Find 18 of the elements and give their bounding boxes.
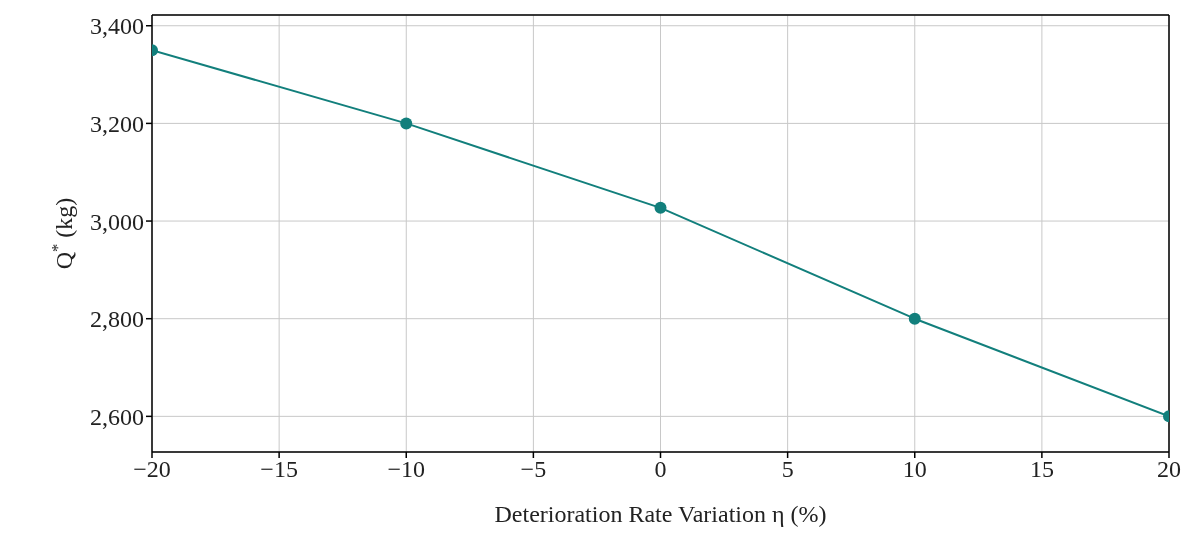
y-tick-label: 2,800: [90, 306, 144, 333]
x-tick-label: −10: [387, 456, 426, 483]
x-axis-title: Deterioration Rate Variation η (%): [494, 501, 827, 527]
y-tick-label: 3,400: [90, 13, 144, 40]
point: [400, 117, 413, 130]
point: [654, 201, 667, 214]
y-tick-label: 3,000: [90, 208, 144, 235]
x-tick-label: −15: [260, 456, 298, 483]
point: [908, 312, 921, 325]
x-tick-label: 0: [654, 456, 667, 483]
x-tick-label: −20: [133, 456, 171, 483]
x-tick-label: 15: [1029, 456, 1054, 483]
x-tick-label: −5: [520, 456, 547, 483]
x-tick-label: 10: [902, 456, 927, 483]
x-tick-label: 5: [781, 456, 794, 483]
x-tick-label: 20: [1157, 456, 1181, 483]
y-tick-label: 3,200: [90, 110, 144, 137]
y-tick-label: 2,600: [90, 403, 144, 430]
